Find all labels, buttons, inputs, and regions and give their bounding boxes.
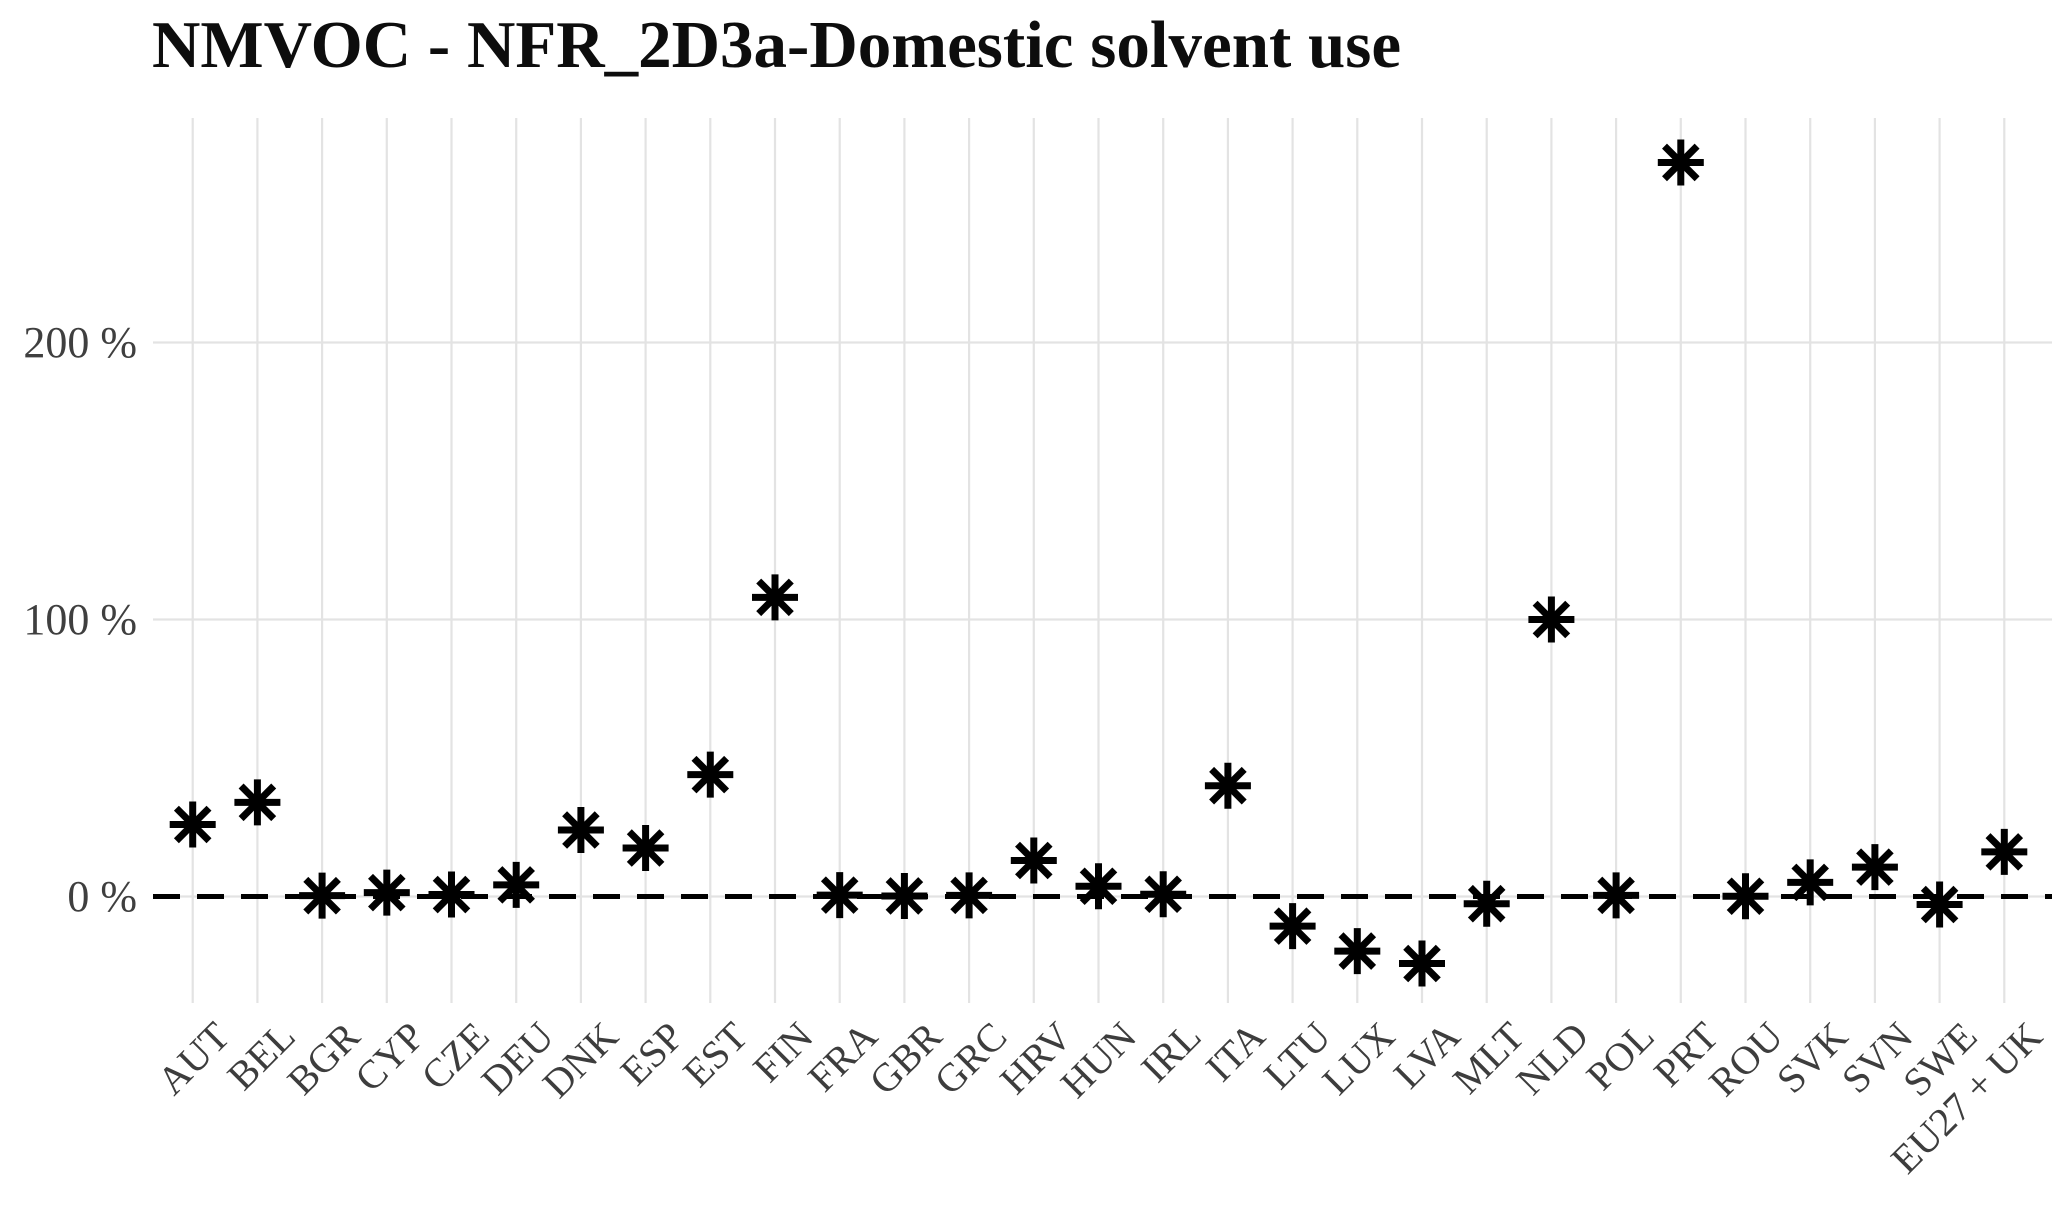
data-marker-cze bbox=[428, 871, 475, 918]
marker-arm bbox=[1726, 877, 1765, 915]
marker-arm bbox=[1144, 875, 1182, 914]
data-marker-pol bbox=[1593, 872, 1640, 919]
data-marker-hrv bbox=[1010, 837, 1057, 884]
data-marker-irl bbox=[1140, 871, 1187, 918]
data-marker-esp bbox=[622, 825, 669, 872]
data-marker-cyp bbox=[363, 869, 410, 916]
chart-title: NMVOC - NFR_2D3a-Domestic solvent use bbox=[152, 8, 1402, 82]
data-marker-rou bbox=[1722, 873, 1769, 920]
marker-arm bbox=[1079, 867, 1118, 906]
data-marker-lux bbox=[1334, 928, 1381, 975]
data-marker-mlt bbox=[1463, 880, 1510, 927]
marker-arm bbox=[820, 876, 859, 914]
marker-arm bbox=[1338, 932, 1377, 970]
marker-arm bbox=[691, 755, 730, 794]
marker-arm bbox=[1532, 600, 1571, 639]
marker-arm bbox=[950, 876, 988, 915]
marker-arm bbox=[1662, 143, 1700, 182]
data-marker-grc bbox=[946, 872, 993, 919]
data-marker-swe bbox=[1916, 881, 1963, 928]
marker-arm bbox=[238, 783, 277, 822]
marker-arm bbox=[885, 877, 924, 915]
marker-arm bbox=[303, 876, 341, 915]
marker-arm bbox=[1920, 885, 1959, 924]
data-marker-bgr bbox=[299, 872, 346, 919]
y-tick-label: 200 % bbox=[23, 317, 137, 367]
marker-arm bbox=[173, 805, 212, 844]
marker-arm bbox=[1209, 766, 1247, 805]
y-tick-label: 0 % bbox=[67, 871, 137, 921]
marker-arm bbox=[368, 873, 406, 912]
data-marker-nld bbox=[1528, 596, 1575, 643]
data-marker-bel bbox=[234, 779, 281, 826]
marker-arm bbox=[1467, 884, 1506, 923]
marker-arm bbox=[562, 811, 600, 849]
y-tick-label: 100 % bbox=[23, 594, 137, 644]
data-marker-eu27-uk bbox=[1981, 828, 2028, 875]
marker-arm bbox=[1597, 876, 1635, 915]
data-marker-dnk bbox=[557, 807, 604, 854]
marker-arm bbox=[756, 578, 794, 617]
data-marker-lva bbox=[1399, 940, 1445, 987]
data-marker-ltu bbox=[1269, 903, 1316, 950]
marker-arm bbox=[1791, 863, 1829, 902]
marker-arm bbox=[1985, 833, 2024, 871]
marker-arm bbox=[1403, 944, 1441, 983]
marker-arm bbox=[432, 875, 471, 914]
data-marker-fra bbox=[816, 872, 863, 919]
data-marker-deu bbox=[493, 861, 540, 908]
marker-arm bbox=[626, 829, 665, 867]
data-marker-fin bbox=[752, 574, 798, 621]
marker-arm bbox=[1273, 907, 1312, 945]
data-marker-svk bbox=[1787, 859, 1834, 906]
data-marker-svn bbox=[1851, 844, 1898, 891]
data-marker-est bbox=[687, 751, 734, 798]
data-marker-aut bbox=[169, 801, 216, 848]
marker-arm bbox=[497, 866, 535, 904]
data-marker-gbr bbox=[881, 872, 928, 919]
marker-arm bbox=[1015, 841, 1053, 880]
data-marker-prt bbox=[1657, 139, 1704, 186]
data-marker-hun bbox=[1075, 863, 1122, 910]
marker-arm bbox=[1856, 848, 1894, 886]
data-marker-ita bbox=[1204, 762, 1251, 809]
